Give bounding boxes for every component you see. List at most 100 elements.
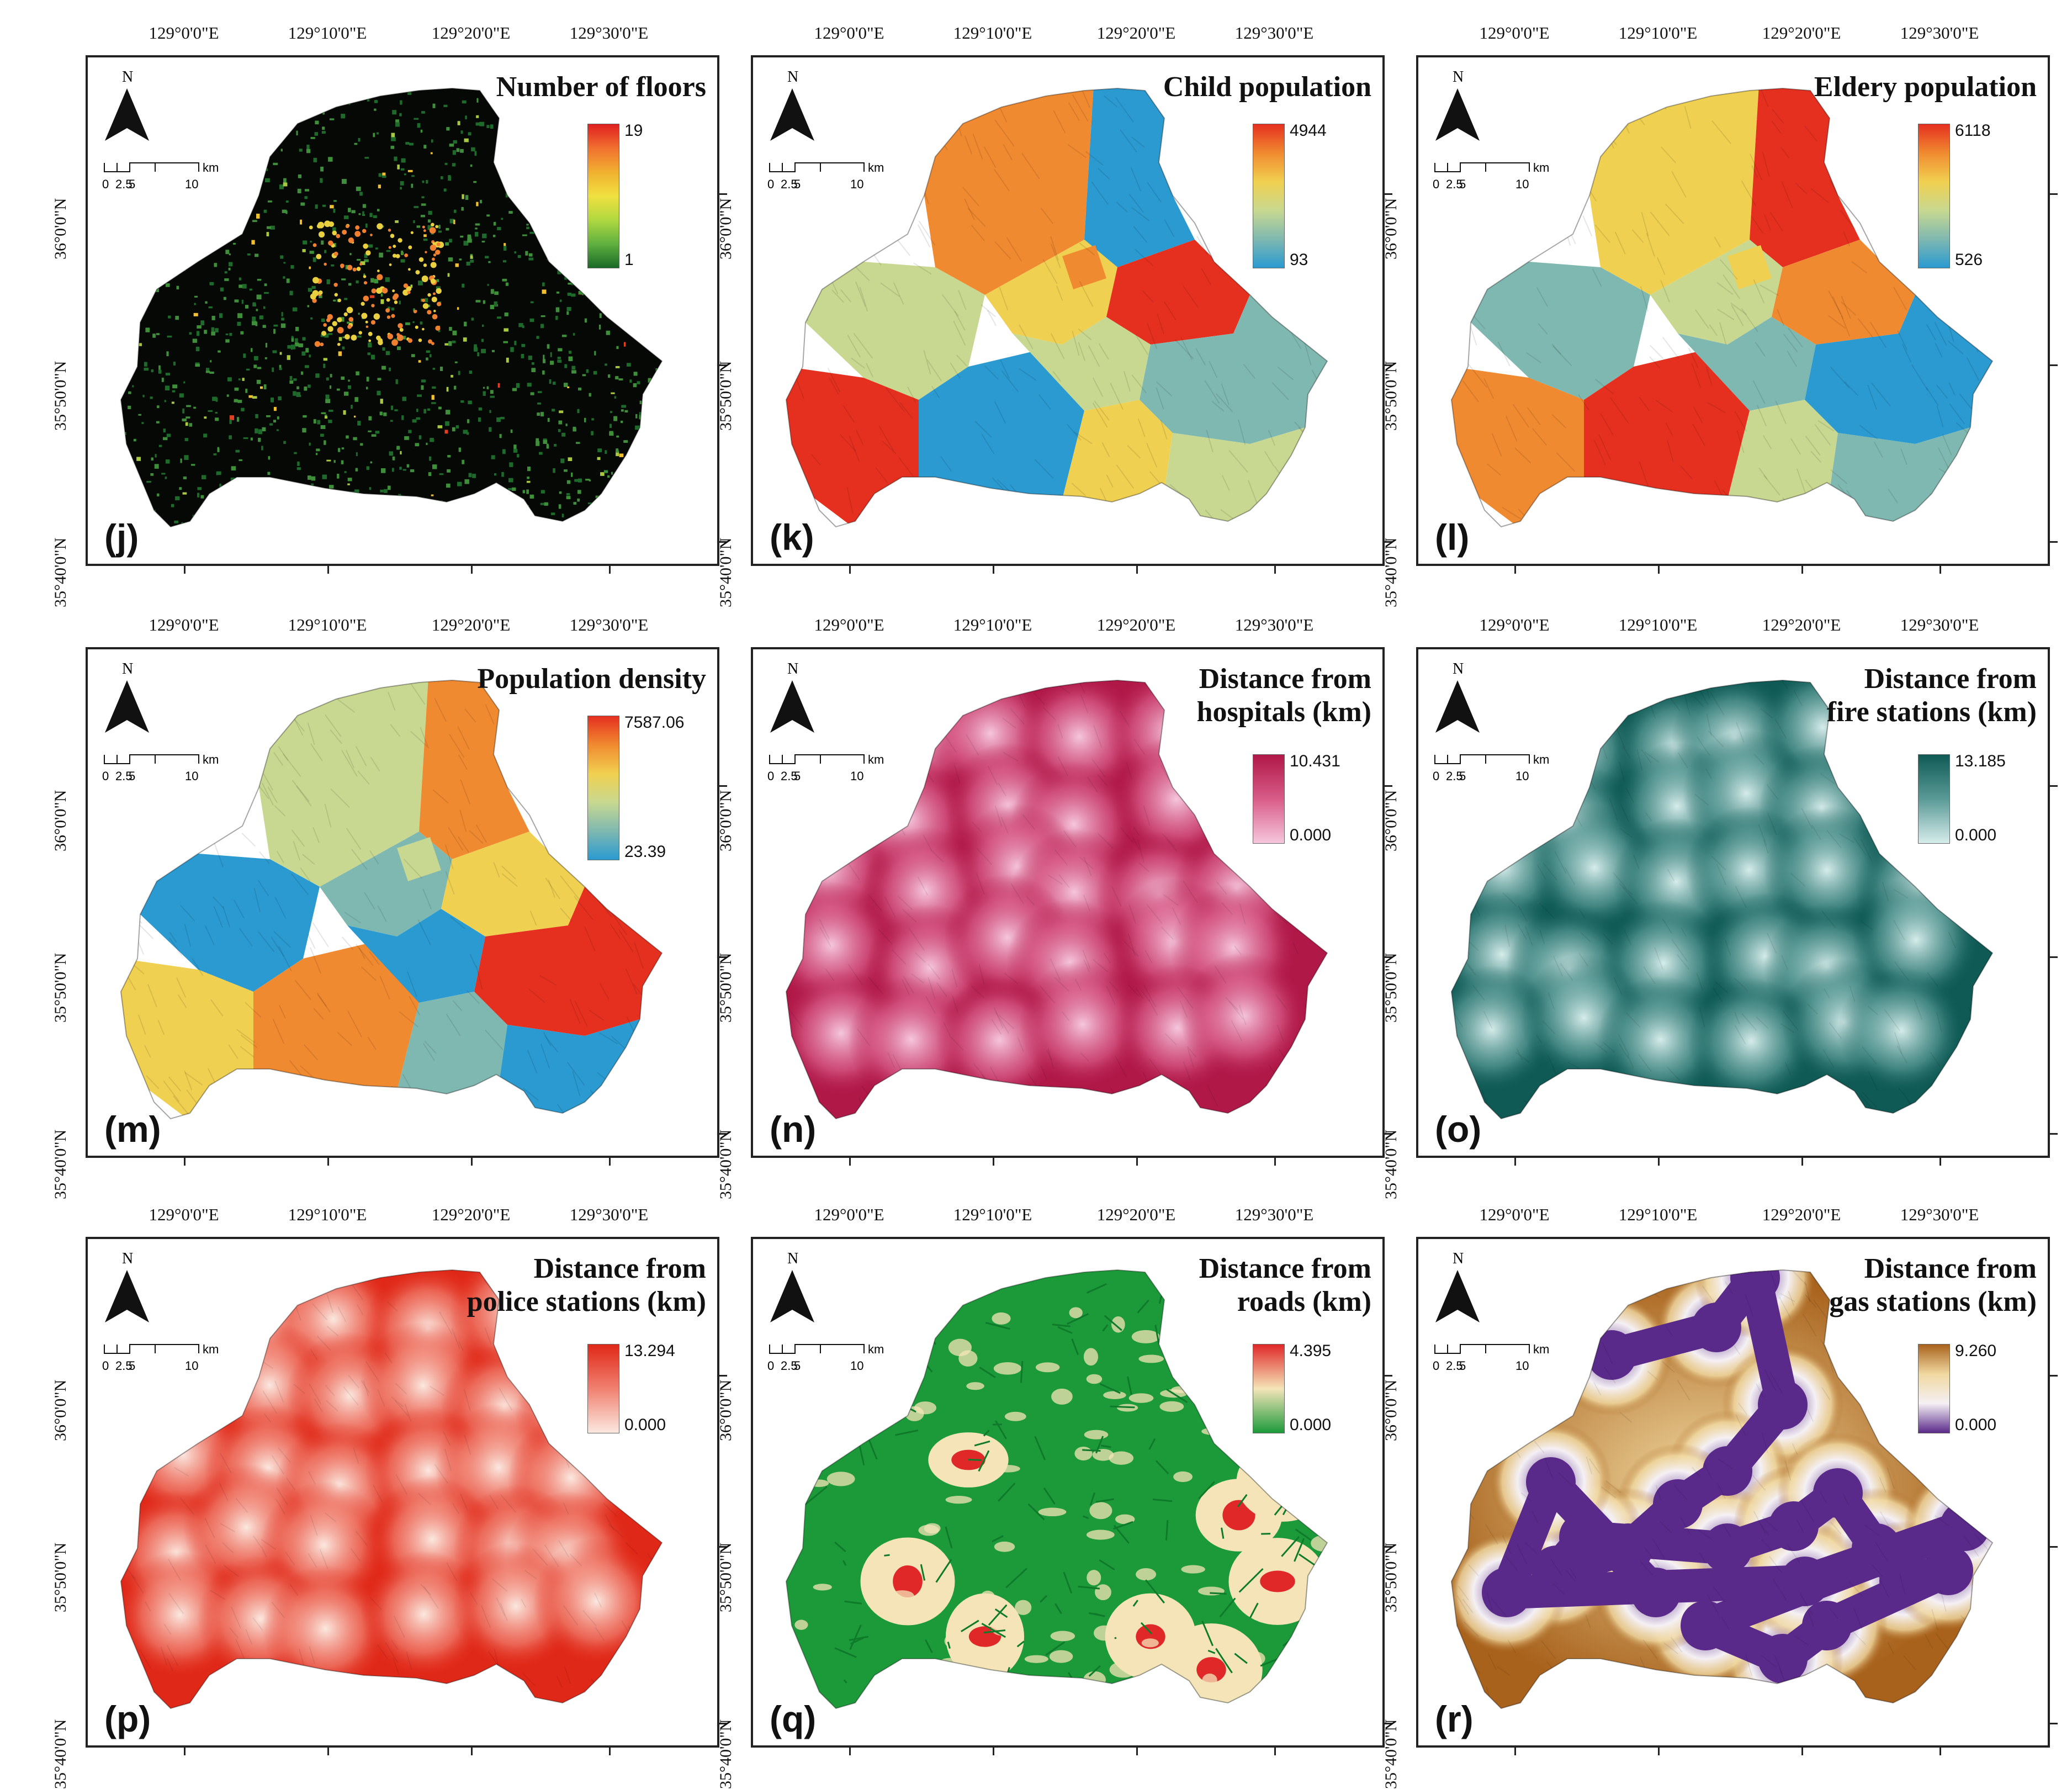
tick-mark bbox=[1136, 1158, 1138, 1166]
tick-mark bbox=[719, 785, 727, 787]
tick-mark bbox=[184, 566, 186, 574]
scale-tick-label: 0 bbox=[767, 769, 774, 784]
tick-mark bbox=[2050, 364, 2058, 366]
tick-mark bbox=[849, 1158, 851, 1166]
legend-min-label: 0.000 bbox=[1290, 1416, 1331, 1435]
tick-mark bbox=[849, 566, 851, 574]
tick-mark bbox=[184, 1158, 186, 1166]
latitude-label: 36°0'0"N bbox=[1382, 790, 1401, 851]
latitude-label: 35°40'0"N bbox=[717, 538, 735, 607]
scale-tick-label: 10 bbox=[185, 177, 198, 192]
scale-unit: km bbox=[203, 753, 219, 767]
scale-tick-label: 5 bbox=[794, 769, 801, 784]
tick-mark bbox=[471, 1748, 473, 1755]
longitude-label: 129°10'0"E bbox=[288, 1205, 367, 1225]
scale-tick-label: 10 bbox=[850, 177, 863, 192]
longitude-label: 129°10'0"E bbox=[288, 23, 367, 43]
tick-mark bbox=[1274, 1158, 1276, 1166]
tick-mark bbox=[609, 1748, 611, 1755]
longitude-label: 129°10'0"E bbox=[953, 1205, 1032, 1225]
legend-max-label: 13.185 bbox=[1955, 752, 2006, 771]
longitude-label: 129°0'0"E bbox=[149, 23, 219, 43]
map-title: Number of floors bbox=[496, 71, 706, 104]
panel-label: (p) bbox=[104, 1698, 151, 1740]
legend-max-label: 7587.06 bbox=[624, 713, 684, 732]
tick-mark bbox=[1385, 785, 1392, 787]
tick-mark bbox=[2050, 1375, 2058, 1377]
latitude-label: 35°50'0"N bbox=[717, 953, 735, 1023]
latitude-label: 36°0'0"N bbox=[717, 1380, 735, 1441]
tick-mark bbox=[1514, 1748, 1516, 1755]
map-title-line: Population density bbox=[477, 663, 706, 696]
longitude-label: 129°0'0"E bbox=[814, 23, 884, 43]
scale-tick-label: 10 bbox=[850, 769, 863, 784]
scale-unit: km bbox=[868, 753, 884, 767]
tick-mark bbox=[1801, 1158, 1803, 1166]
tick-mark bbox=[2050, 193, 2058, 195]
latitude-label: 35°50'0"N bbox=[1382, 1543, 1401, 1612]
latitude-label: 35°50'0"N bbox=[51, 1543, 70, 1612]
scale-unit: km bbox=[868, 161, 884, 175]
longitude-label: 129°30'0"E bbox=[1235, 23, 1314, 43]
longitude-label: 129°20'0"E bbox=[1097, 615, 1176, 635]
north-arrow-icon: N bbox=[102, 68, 157, 151]
latitude-label: 36°0'0"N bbox=[51, 198, 70, 260]
tick-mark bbox=[609, 566, 611, 574]
latitude-label: 35°50'0"N bbox=[717, 1543, 735, 1612]
tick-mark bbox=[471, 566, 473, 574]
scale-unit: km bbox=[203, 1342, 219, 1357]
legend-max-label: 19 bbox=[624, 121, 643, 140]
legend-min-label: 23.39 bbox=[624, 843, 666, 861]
map-title-line: Distance from bbox=[1199, 1252, 1371, 1285]
panel-label: (n) bbox=[770, 1108, 816, 1150]
tick-mark bbox=[1658, 566, 1660, 574]
legend-max-label: 4.395 bbox=[1290, 1342, 1331, 1361]
longitude-label: 129°0'0"E bbox=[814, 1205, 884, 1225]
longitude-label: 129°10'0"E bbox=[1619, 615, 1698, 635]
latitude-label: 35°40'0"N bbox=[1382, 1130, 1401, 1199]
legend-max-label: 10.431 bbox=[1290, 752, 1340, 771]
panel-label: (j) bbox=[104, 516, 139, 558]
longitude-label: 129°20'0"E bbox=[1762, 23, 1841, 43]
tick-mark bbox=[2050, 1723, 2058, 1724]
panel-label: (m) bbox=[104, 1108, 161, 1150]
scale-tick-label: 10 bbox=[185, 1359, 198, 1373]
longitude-label: 129°20'0"E bbox=[1097, 1205, 1176, 1225]
tick-mark bbox=[2050, 541, 2058, 543]
legend-colorbar bbox=[1253, 1344, 1285, 1433]
map-title: Eldery population bbox=[1814, 71, 2037, 104]
map-title-line: Number of floors bbox=[496, 71, 706, 104]
map-title-line: Child population bbox=[1163, 71, 1371, 104]
scale-tick-label: 5 bbox=[129, 1359, 135, 1373]
scale-tick-label: 5 bbox=[129, 769, 135, 784]
tick-mark bbox=[1274, 566, 1276, 574]
latitude-label: 35°40'0"N bbox=[1382, 1719, 1401, 1789]
panel-label: (o) bbox=[1435, 1108, 1481, 1150]
legend-colorbar bbox=[587, 124, 619, 268]
tick-mark bbox=[327, 1158, 329, 1166]
panel-label: (k) bbox=[770, 516, 814, 558]
latitude-label: 35°50'0"N bbox=[51, 361, 70, 431]
longitude-label: 129°0'0"E bbox=[149, 615, 219, 635]
latitude-label: 35°50'0"N bbox=[1382, 953, 1401, 1023]
latitude-label: 35°40'0"N bbox=[51, 1719, 70, 1789]
longitude-label: 129°30'0"E bbox=[1235, 615, 1314, 635]
legend-min-label: 0.000 bbox=[1955, 826, 1996, 845]
legend-colorbar bbox=[1918, 1344, 1950, 1433]
scale-tick-label: 5 bbox=[794, 1359, 801, 1373]
latitude-label: 35°50'0"N bbox=[717, 361, 735, 431]
north-letter: N bbox=[1453, 660, 1464, 678]
scale-tick-label: 10 bbox=[1515, 177, 1529, 192]
tick-mark bbox=[993, 566, 994, 574]
